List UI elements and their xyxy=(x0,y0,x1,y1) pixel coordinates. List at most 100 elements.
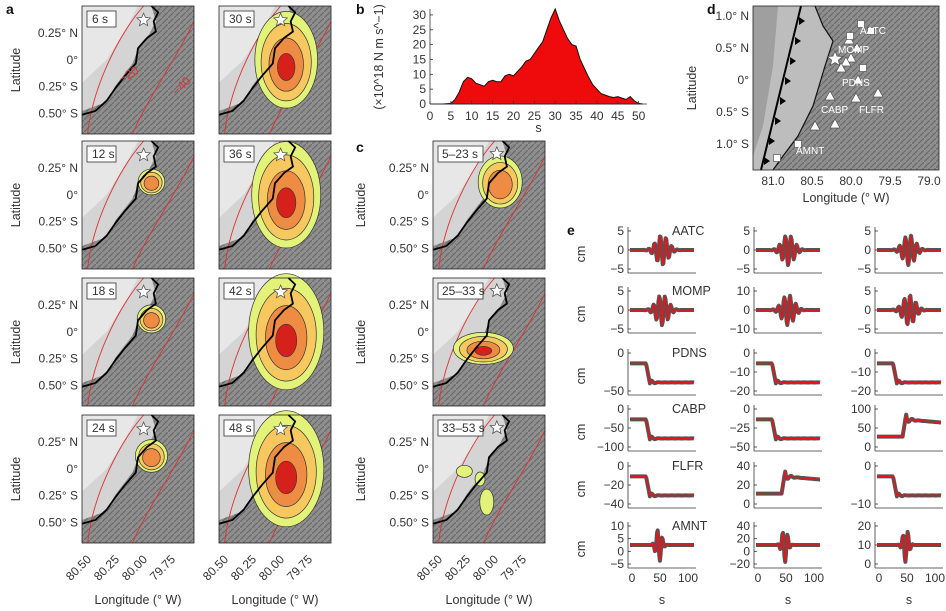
time-label-box: 6 s xyxy=(86,10,117,28)
y-tick-label: 5 xyxy=(743,224,750,238)
epicenter-star-icon xyxy=(489,282,505,298)
y-tick-label: −20 xyxy=(604,478,625,492)
map-frame xyxy=(432,277,546,407)
y-tick-label: 0° xyxy=(67,188,79,202)
y-tick-label: 10 xyxy=(413,67,427,81)
map-frame xyxy=(81,5,195,135)
slip-patch-peak xyxy=(276,187,297,218)
y-tick-label: 0.25° S xyxy=(390,352,430,366)
station-name-label: FLFR xyxy=(672,459,703,473)
x-axis-label: Longitude (° W) xyxy=(803,191,890,205)
y-tick-label: 1.0° N xyxy=(716,9,749,23)
y-axis-label: Latitude xyxy=(9,48,23,93)
slab-contour-40 xyxy=(131,293,195,407)
y-tick-label: 0° xyxy=(67,462,79,476)
slab-contour-40 xyxy=(131,21,195,135)
map-frame xyxy=(81,277,195,407)
trench-tooth-icon xyxy=(795,37,801,45)
panel-label-b: b xyxy=(356,1,365,17)
coastline xyxy=(81,5,160,116)
y-tick-label: −5 xyxy=(610,262,624,276)
y-tick-label: 20 xyxy=(737,478,751,492)
trench-tooth-icon xyxy=(790,57,796,65)
station-triangle-icon xyxy=(852,74,864,85)
x-tick-label: 15 xyxy=(486,109,500,123)
slip-patch-high xyxy=(143,175,160,191)
y-tick-label: 0.50° S xyxy=(39,516,79,530)
map-frame xyxy=(218,414,332,544)
station-triangle-icon xyxy=(851,42,863,53)
y-axis-label: Latitude xyxy=(685,66,699,111)
synthetic-waveform xyxy=(630,235,694,266)
y-tick-label: 0 xyxy=(743,497,750,511)
y-tick-label: 0.25° S xyxy=(39,489,79,503)
time-label-bg xyxy=(223,419,255,437)
y-tick-label: −10 xyxy=(730,322,751,336)
trench-tooth-icon xyxy=(775,117,781,125)
y-tick-label: 0.50° S xyxy=(390,516,430,530)
x-tick-label: 0 xyxy=(427,109,434,123)
y-tick-label: 0 xyxy=(743,402,750,416)
station-label: AMNT xyxy=(796,146,824,157)
map-frame xyxy=(218,140,332,270)
station-triangle-icon xyxy=(872,87,884,98)
time-label-bg xyxy=(437,419,484,437)
map-frame xyxy=(218,277,332,407)
y-tick-label: −50 xyxy=(604,421,625,435)
panel-label-e: e xyxy=(567,222,575,238)
observed-waveform xyxy=(754,469,822,496)
y-tick-label: −50 xyxy=(730,440,751,454)
synthetic-waveform xyxy=(756,532,820,562)
observed-waveform xyxy=(628,417,696,442)
epicenter-star-icon xyxy=(135,284,152,299)
station-name-label: AATC xyxy=(672,224,704,238)
x-tick-label: 50 xyxy=(653,571,667,585)
y-tick-label: 0.25° N xyxy=(38,435,78,449)
epicenter-star-icon xyxy=(272,147,289,162)
y-tick-label: −5 xyxy=(857,262,871,276)
coastline xyxy=(81,140,160,251)
time-label-box: 5–23 s xyxy=(437,145,484,163)
y-tick-label: 0 xyxy=(617,544,624,558)
y-tick-label: 0 xyxy=(864,459,871,473)
slab-contour-20 xyxy=(87,414,144,544)
y-tick-label: −20 xyxy=(730,384,751,398)
y-tick-label: 0.5° S xyxy=(716,105,749,119)
synthetic-waveform xyxy=(756,295,820,326)
y-tick-label: 15 xyxy=(413,52,427,66)
synthetic-waveform xyxy=(877,362,942,384)
panel-c: c Latitude 0.25° N 0° 0.25° S 0.50° S 5–23 s La… xyxy=(354,139,546,607)
y-axis-label: Latitude xyxy=(9,457,23,502)
synthetic-waveform xyxy=(630,418,695,440)
slab-contour-20 xyxy=(87,140,144,270)
epicenter-star-icon xyxy=(135,147,152,162)
y-tick-label: 0 xyxy=(864,243,871,257)
x-axis-label: Longitude (° W) xyxy=(446,593,533,607)
slip-patch-high xyxy=(143,312,160,329)
y-axis-label: cm xyxy=(574,424,588,441)
observed-waveform xyxy=(628,361,696,386)
x-tick-label: 25 xyxy=(528,109,542,123)
slip-patch-low xyxy=(479,488,495,516)
y-tick-label: −20 xyxy=(730,557,751,571)
station-name-label: CABP xyxy=(672,402,706,416)
trench-tooth-icon xyxy=(769,137,775,145)
y-tick-label: −5 xyxy=(857,322,871,336)
x-axis-label: Longitude (° W) xyxy=(232,593,319,607)
slab-contour-40 xyxy=(131,156,195,270)
y-tick-label: −10 xyxy=(851,365,872,379)
y-tick-label: 40 xyxy=(737,519,751,533)
x-tick-label: 79.75 xyxy=(498,552,529,583)
panel-label-d: d xyxy=(707,1,716,17)
x-tick-label: 35 xyxy=(569,109,583,123)
x-tick-label: 0 xyxy=(629,571,636,585)
y-tick-label: 0.25° S xyxy=(39,80,79,94)
x-axis-label: Longitude (° W) xyxy=(95,593,182,607)
coastline xyxy=(81,277,160,388)
slab-contour-20 xyxy=(438,140,495,270)
slip-patch-high xyxy=(487,169,513,200)
slip-patch-low xyxy=(456,464,473,478)
time-label-box: 18 s xyxy=(86,282,117,300)
epicenter-star-icon xyxy=(135,12,152,27)
